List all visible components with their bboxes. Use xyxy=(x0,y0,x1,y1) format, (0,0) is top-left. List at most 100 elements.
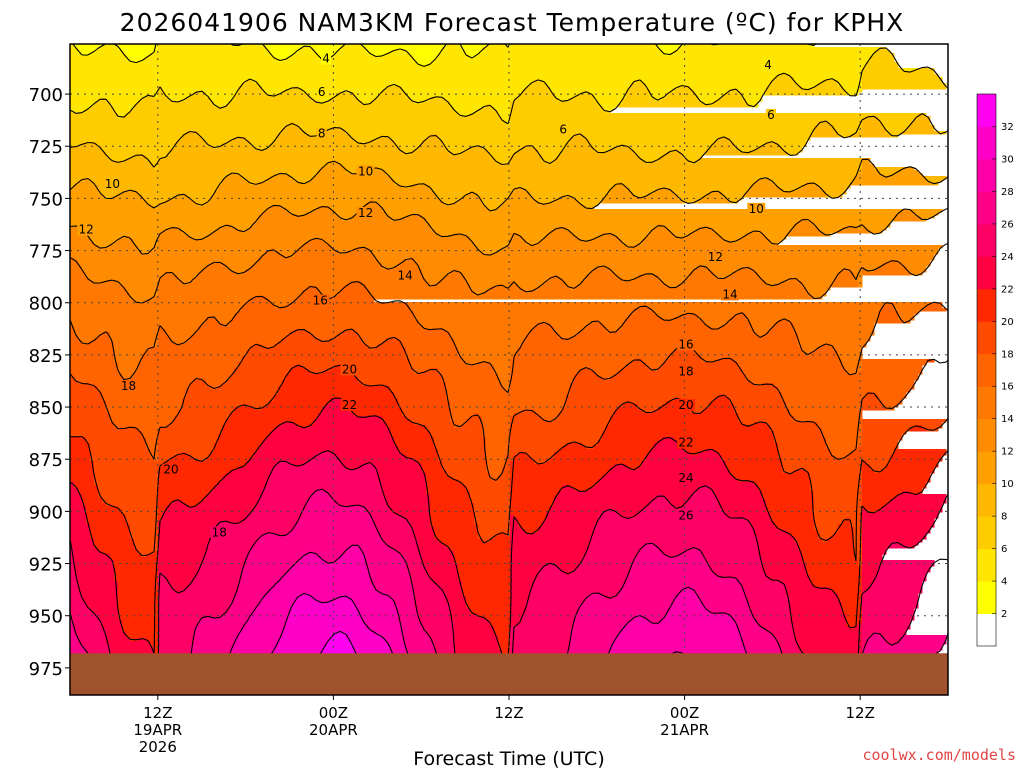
field-cell xyxy=(378,530,415,534)
field-cell xyxy=(138,101,215,105)
field-cell xyxy=(510,419,547,423)
field-cell xyxy=(426,473,447,477)
field-cell xyxy=(78,635,107,639)
field-cell xyxy=(234,98,315,102)
field-cell xyxy=(362,338,387,342)
contour-label: 4 xyxy=(764,58,772,72)
field-cell xyxy=(290,611,359,615)
field-cell xyxy=(154,458,159,462)
field-cell xyxy=(678,593,699,597)
field-cell xyxy=(114,356,143,360)
field-cell xyxy=(562,149,595,153)
field-cell xyxy=(446,98,515,102)
field-cell xyxy=(862,161,871,165)
field-cell xyxy=(758,539,795,543)
field-cell xyxy=(158,539,211,543)
field-cell xyxy=(454,110,479,114)
field-cell xyxy=(590,368,623,372)
field-cell xyxy=(70,377,75,381)
field-cell xyxy=(890,458,943,462)
field-cell xyxy=(530,329,555,333)
field-cell xyxy=(634,80,643,84)
field-cell xyxy=(822,344,831,348)
field-cell xyxy=(70,188,99,192)
field-cell xyxy=(118,44,159,48)
field-cell xyxy=(878,116,919,120)
field-cell xyxy=(298,125,815,129)
field-cell xyxy=(70,410,107,414)
field-cell xyxy=(114,578,159,582)
field-cell xyxy=(214,194,439,198)
field-cell xyxy=(526,605,579,609)
field-cell xyxy=(862,557,883,561)
field-cell xyxy=(366,623,403,627)
field-cell xyxy=(254,221,427,225)
field-cell xyxy=(70,113,119,117)
field-cell xyxy=(146,299,251,303)
field-cell xyxy=(258,497,311,501)
field-cell xyxy=(874,167,903,171)
field-cell xyxy=(478,110,499,114)
field-cell xyxy=(426,476,451,480)
field-cell xyxy=(742,584,787,588)
field-cell xyxy=(70,155,107,159)
field-cell xyxy=(454,644,499,648)
field-cell xyxy=(70,623,75,627)
field-cell xyxy=(418,146,447,150)
field-cell xyxy=(630,563,711,567)
field-cell xyxy=(282,629,371,633)
field-cell xyxy=(678,440,775,444)
field-cell xyxy=(458,578,511,582)
field-cell xyxy=(138,245,155,249)
field-cell xyxy=(286,173,319,177)
field-cell xyxy=(70,299,135,303)
field-cell xyxy=(334,209,359,213)
contour-label-bg xyxy=(677,472,696,484)
field-cell xyxy=(722,191,747,195)
field-cell xyxy=(870,56,895,60)
contour-label: 22 xyxy=(678,436,693,450)
colorbar-swatch xyxy=(977,223,996,257)
colorbar-label: 6 xyxy=(1001,544,1007,555)
field-cell xyxy=(70,641,79,645)
field-cell xyxy=(594,98,623,102)
field-cell xyxy=(70,626,75,630)
field-cell xyxy=(70,602,87,606)
field-cell xyxy=(862,167,875,171)
field-cell xyxy=(654,542,759,546)
field-cell xyxy=(274,305,287,309)
field-cell xyxy=(70,248,139,252)
field-cell xyxy=(402,635,431,639)
field-cell xyxy=(70,269,83,273)
field-cell xyxy=(214,485,267,489)
field-cell xyxy=(534,581,627,585)
field-cell xyxy=(326,164,343,168)
field-cell xyxy=(594,146,615,150)
field-cell xyxy=(358,98,375,102)
field-cell xyxy=(794,629,863,633)
field-cell xyxy=(70,335,79,339)
field-cell xyxy=(838,275,855,279)
field-cell xyxy=(710,569,763,573)
field-cell xyxy=(490,620,511,624)
field-cell xyxy=(262,596,299,600)
field-cell xyxy=(510,557,583,561)
field-cell xyxy=(838,131,859,135)
field-cell xyxy=(842,269,851,273)
field-cell xyxy=(470,491,511,495)
field-cell xyxy=(254,146,271,150)
field-cell xyxy=(70,479,95,483)
field-cell xyxy=(302,593,311,597)
field-cell xyxy=(94,464,163,468)
field-cell xyxy=(454,107,483,111)
field-cell xyxy=(778,443,827,447)
field-cell xyxy=(862,638,867,642)
field-cell xyxy=(414,584,439,588)
field-cell xyxy=(430,635,455,639)
field-cell xyxy=(550,506,647,510)
field-cell xyxy=(554,158,643,162)
field-cell xyxy=(510,554,587,558)
field-cell xyxy=(774,77,795,81)
field-cell xyxy=(230,470,271,474)
